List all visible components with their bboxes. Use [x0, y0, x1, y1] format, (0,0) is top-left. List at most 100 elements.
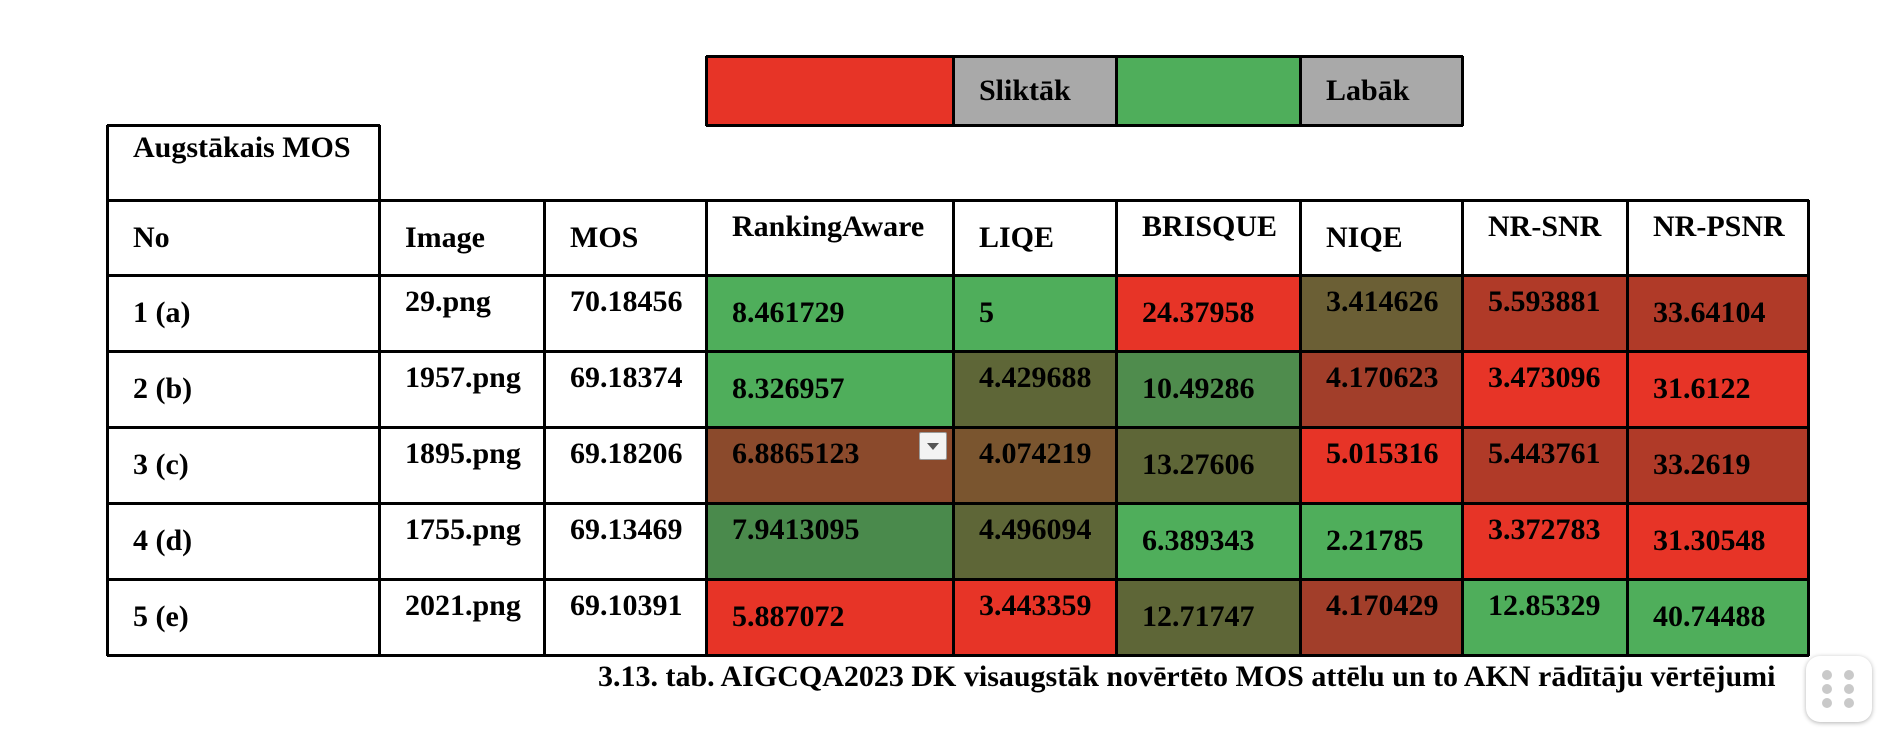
metric-cell-rankingaware: 7.9413095: [706, 503, 953, 579]
metric-cell-niqe: 4.170623: [1300, 351, 1462, 427]
table-border: [1461, 200, 1464, 656]
metric-cell-nr-snr-text: 12.85329: [1488, 589, 1601, 622]
table-border: [705, 200, 708, 656]
header-brisque: BRISQUE: [1116, 200, 1300, 275]
row-mos-text: 70.18456: [570, 285, 683, 318]
metric-cell-niqe-text: 5.015316: [1326, 437, 1439, 470]
metric-cell-nr-snr-text: 3.473096: [1488, 361, 1601, 394]
row-image: 1895.png: [379, 427, 544, 503]
drag-handle-icon[interactable]: [1806, 656, 1872, 722]
header-niqe: NIQE: [1300, 200, 1462, 275]
metric-cell-liqe: 4.429688: [953, 351, 1116, 427]
table-border: [1807, 200, 1810, 656]
table-title-text: Augstākais MOS: [133, 131, 351, 164]
metric-cell-rankingaware-text: 5.887072: [732, 600, 845, 633]
table-border: [107, 350, 1809, 353]
legend-worse-swatch: [706, 56, 953, 125]
table-border: [952, 56, 955, 126]
metric-cell-nr-snr: 3.372783: [1462, 503, 1627, 579]
row-image: 2021.png: [379, 579, 544, 655]
header-rankingaware-text: RankingAware: [732, 210, 925, 243]
metric-cell-brisque-text: 10.49286: [1142, 372, 1255, 405]
table-border: [1299, 200, 1302, 656]
header-no: No: [107, 200, 379, 275]
metric-cell-nr-psnr-text: 33.64104: [1653, 296, 1766, 329]
row-image: 29.png: [379, 275, 544, 351]
row-mos-text: 69.18206: [570, 437, 683, 470]
metric-cell-niqe: 5.015316: [1300, 427, 1462, 503]
metric-cell-brisque: 13.27606: [1116, 427, 1300, 503]
table-border: [705, 56, 708, 126]
row-mos: 69.13469: [544, 503, 706, 579]
metric-cell-niqe: 3.414626: [1300, 275, 1462, 351]
metric-cell-liqe-text: 5: [979, 296, 994, 329]
metric-cell-nr-psnr-text: 33.2619: [1653, 448, 1751, 481]
metric-cell-niqe-text: 2.21785: [1326, 524, 1424, 557]
row-mos: 70.18456: [544, 275, 706, 351]
table-border: [107, 199, 1809, 202]
metric-cell-niqe: 4.170429: [1300, 579, 1462, 655]
filter-dropdown-button[interactable]: [919, 432, 947, 460]
table-border: [1115, 56, 1118, 126]
metric-cell-nr-snr-text: 5.593881: [1488, 285, 1601, 318]
metric-cell-rankingaware: 6.8865123: [706, 427, 953, 503]
metric-cell-niqe: 2.21785: [1300, 503, 1462, 579]
table-title: Augstākais MOS: [107, 125, 379, 200]
metric-cell-nr-snr: 3.473096: [1462, 351, 1627, 427]
table-border: [1299, 56, 1302, 126]
row-no: 5 (e): [107, 579, 379, 655]
row-no-text: 3 (c): [133, 448, 189, 481]
metric-cell-rankingaware-text: 7.9413095: [732, 513, 860, 546]
table-border: [706, 124, 1463, 127]
row-no: 3 (c): [107, 427, 379, 503]
metric-cell-nr-snr: 5.593881: [1462, 275, 1627, 351]
metric-cell-nr-snr-text: 3.372783: [1488, 513, 1601, 546]
metric-cell-niqe-text: 4.170429: [1326, 589, 1439, 622]
header-nr-snr-text: NR-SNR: [1488, 210, 1602, 243]
metric-cell-brisque: 12.71747: [1116, 579, 1300, 655]
row-image-text: 1957.png: [405, 361, 521, 394]
table-border: [107, 426, 1809, 429]
header-nr-psnr-text: NR-PSNR: [1653, 210, 1785, 243]
metric-cell-rankingaware-text: 8.461729: [732, 296, 845, 329]
header-liqe-text: LIQE: [979, 220, 1055, 254]
table-caption: 3.13. tab. AIGCQA2023 DK visaugstāk novē…: [598, 660, 1776, 693]
metric-cell-nr-psnr-text: 31.6122: [1653, 372, 1751, 405]
row-no: 2 (b): [107, 351, 379, 427]
table-border: [106, 125, 109, 201]
header-image: Image: [379, 200, 544, 275]
metric-cell-nr-snr-text: 5.443761: [1488, 437, 1601, 470]
header-brisque-text: BRISQUE: [1142, 210, 1278, 243]
metric-cell-rankingaware: 8.461729: [706, 275, 953, 351]
row-no-text: 2 (b): [133, 372, 193, 405]
metric-cell-liqe-text: 4.429688: [979, 361, 1092, 394]
header-mos-text: MOS: [570, 220, 639, 254]
legend-worse-label: Sliktāk: [953, 56, 1116, 125]
metric-cell-liqe-text: 3.443359: [979, 589, 1092, 622]
metric-cell-nr-psnr: 31.30548: [1627, 503, 1808, 579]
table-border: [543, 200, 546, 656]
header-rankingaware: RankingAware: [706, 200, 953, 275]
metric-cell-liqe-text: 4.074219: [979, 437, 1092, 470]
metric-cell-nr-psnr: 31.6122: [1627, 351, 1808, 427]
metric-cell-brisque-text: 12.71747: [1142, 600, 1255, 633]
header-no-text: No: [133, 220, 170, 254]
metric-cell-liqe: 3.443359: [953, 579, 1116, 655]
row-image: 1755.png: [379, 503, 544, 579]
table-border: [107, 274, 1809, 277]
header-mos: MOS: [544, 200, 706, 275]
row-mos-text: 69.13469: [570, 513, 683, 546]
row-image-text: 29.png: [405, 285, 491, 318]
metric-cell-nr-psnr-text: 40.74488: [1653, 600, 1766, 633]
metric-cell-niqe-text: 3.414626: [1326, 285, 1439, 318]
table-border: [107, 502, 1809, 505]
header-image-text: Image: [405, 220, 485, 254]
legend-better-label: Labāk: [1300, 56, 1462, 125]
metric-cell-nr-snr: 12.85329: [1462, 579, 1627, 655]
row-no: 4 (d): [107, 503, 379, 579]
row-image-text: 1895.png: [405, 437, 521, 470]
legend-better-label-text: Labāk: [1326, 73, 1410, 107]
metric-cell-brisque: 10.49286: [1116, 351, 1300, 427]
metric-cell-liqe-text: 4.496094: [979, 513, 1092, 546]
